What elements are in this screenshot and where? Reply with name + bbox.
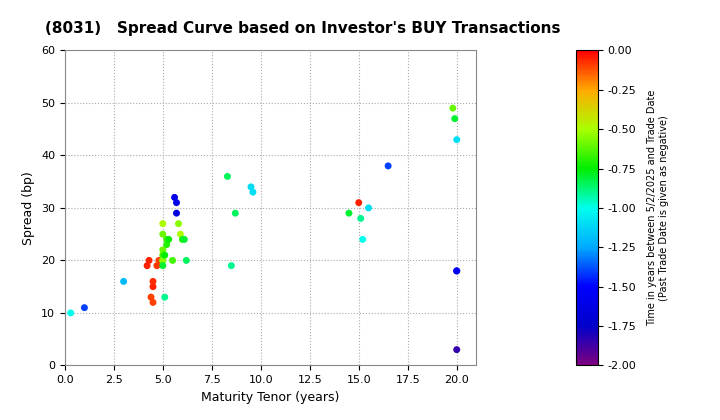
Point: [157, 247, 168, 253]
Point: [363, 205, 374, 211]
Point: [176, 236, 188, 243]
Point: [157, 257, 168, 264]
Point: [159, 294, 171, 301]
Point: [246, 184, 257, 190]
Point: [153, 257, 165, 264]
Point: [173, 220, 184, 227]
Point: [151, 262, 163, 269]
Point: [171, 199, 182, 206]
Point: [171, 210, 182, 217]
Point: [118, 278, 130, 285]
Point: [147, 299, 158, 306]
Y-axis label: Time in years between 5/2/2025 and Trade Date
(Past Trade Date is given as negat: Time in years between 5/2/2025 and Trade…: [647, 90, 669, 326]
Point: [179, 236, 190, 243]
Point: [222, 173, 233, 180]
X-axis label: Maturity Tenor (years): Maturity Tenor (years): [202, 391, 340, 404]
Point: [161, 236, 173, 243]
Point: [157, 257, 168, 264]
Point: [175, 231, 186, 238]
Point: [157, 252, 168, 258]
Point: [230, 210, 241, 217]
Point: [357, 236, 369, 243]
Point: [141, 262, 153, 269]
Point: [451, 268, 462, 274]
Point: [145, 294, 157, 301]
Point: [343, 210, 355, 217]
Point: [143, 257, 155, 264]
Point: [382, 163, 394, 169]
Point: [247, 189, 258, 196]
Point: [157, 262, 168, 269]
Point: [157, 231, 168, 238]
Text: (8031)   Spread Curve based on Investor's BUY Transactions: (8031) Spread Curve based on Investor's …: [45, 21, 560, 36]
Point: [78, 304, 90, 311]
Point: [147, 278, 158, 285]
Point: [65, 310, 76, 316]
Point: [168, 194, 180, 201]
Point: [225, 262, 237, 269]
Point: [163, 236, 174, 243]
Point: [353, 199, 364, 206]
Point: [147, 283, 158, 290]
Point: [451, 268, 462, 274]
Point: [157, 220, 168, 227]
Point: [451, 346, 462, 353]
Point: [167, 257, 179, 264]
Point: [159, 252, 171, 258]
Point: [451, 136, 462, 143]
Y-axis label: Spread (bp): Spread (bp): [22, 171, 35, 245]
Point: [355, 215, 366, 222]
Point: [161, 241, 173, 248]
Point: [181, 257, 192, 264]
Point: [449, 115, 461, 122]
Point: [447, 105, 459, 111]
